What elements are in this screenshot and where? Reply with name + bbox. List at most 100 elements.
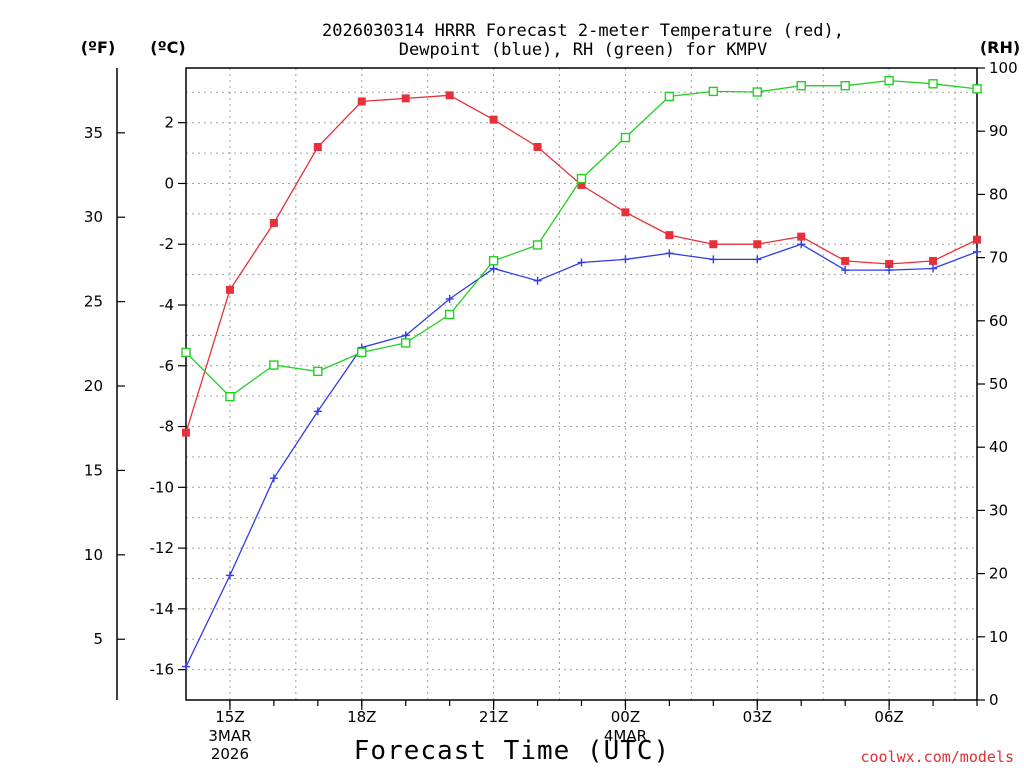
rh-tick-label: 0 [989,691,999,709]
temperature-point [489,115,498,124]
rh-point [708,86,719,97]
dewpoint-point [313,407,322,416]
dewpoint-line [185,243,978,667]
x-tick-label: 18Z [347,708,376,726]
dewpoint-point [489,264,498,273]
rh-point [357,347,367,358]
rh-line [185,79,978,398]
fahrenheit-tick-label: 10 [84,546,103,564]
rh-point [576,173,587,184]
dewpoint-point [929,264,938,273]
rh-point [313,366,323,377]
celsius-tick-label: -8 [159,418,174,436]
rh-point [444,309,455,320]
temperature-point [973,235,981,244]
temperature-point [445,91,454,100]
celsius-unit-label: (ºC) [150,38,185,57]
dewpoint-point [533,276,542,285]
rh-point [401,338,411,348]
rh-unit-label: (RH) [980,38,1020,57]
dewpoint-point [797,240,806,249]
dewpoint-point [445,294,454,303]
fahrenheit-tick-label: 15 [84,461,103,479]
temperature-point [225,285,234,294]
series-layer [181,75,982,671]
fahrenheit-tick-label: 30 [84,208,103,226]
rh-point [269,360,279,370]
x-tick-sublabel: 3MAR [208,727,251,745]
celsius-tick-label: -2 [159,235,174,253]
dewpoint-point [841,266,850,275]
dewpoint-point [885,266,894,275]
celsius-tick-label: -16 [150,661,175,679]
rh-tick-label: 30 [989,501,1008,519]
x-tick-label: 15Z [215,708,244,726]
chart-title-line-2: Dewpoint (blue), RH (green) for KMPV [399,40,767,60]
x-tick-label: 06Z [874,708,903,726]
dewpoint-point [182,662,190,671]
dewpoint-point [225,571,234,580]
temperature-point [665,231,674,240]
x-tick-label: 21Z [479,708,508,726]
dewpoint-point [577,258,586,267]
dewpoint-point [401,331,410,340]
credit-text: coolwx.com/models [860,748,1014,766]
rh-point [181,347,191,358]
axes: -16-14-12-10-8-6-4-202510152025303501020… [84,59,1018,763]
temperature-point [621,208,630,217]
rh-tick-label: 60 [989,312,1008,330]
temperature-point [401,94,410,103]
rh-point [532,240,543,250]
temperature-point [841,256,850,265]
fahrenheit-tick-label: 5 [93,630,103,648]
fahrenheit-tick-label: 25 [84,293,103,311]
fahrenheit-tick-label: 20 [84,377,103,395]
dewpoint-point [621,255,630,264]
temperature-point [885,259,894,268]
x-tick-sublabel: 4MAR [604,727,647,745]
rh-tick-label: 80 [989,185,1008,203]
rh-tick-label: 10 [989,628,1008,646]
rh-tick-label: 20 [989,565,1008,583]
temperature-point [269,218,278,227]
temperature-point [797,232,806,241]
rh-tick-label: 40 [989,438,1008,456]
rh-point [664,91,675,102]
rh-tick-label: 50 [989,375,1008,393]
celsius-tick-label: 2 [164,114,174,132]
celsius-tick-label: 0 [164,174,174,192]
celsius-tick-label: -4 [159,296,174,314]
x-tick-label: 03Z [743,708,772,726]
temperature-point [753,240,762,249]
temperature-point [533,143,542,151]
x-tick-sublabel: 2026 [211,745,249,763]
rh-point [840,80,850,91]
celsius-tick-label: -12 [150,539,175,557]
rh-point [884,75,894,86]
rh-point [225,391,235,402]
x-tick-label: 00Z [611,708,640,726]
temperature-point [313,143,322,151]
rh-tick-label: 70 [989,249,1008,267]
celsius-tick-label: -14 [150,600,175,618]
rh-point [488,256,499,266]
fahrenheit-unit-label: (ºF) [81,38,116,57]
dewpoint-point [665,249,674,258]
temperature-point [929,256,938,265]
chart-title-line-1: 2026030314 HRRR Forecast 2-meter Tempera… [322,21,844,41]
fahrenheit-tick-label: 35 [84,124,103,142]
celsius-tick-label: -10 [150,478,175,496]
dewpoint-point [753,255,762,264]
rh-point [752,87,762,97]
celsius-tick-label: -6 [159,357,174,375]
temperature-point [709,240,718,249]
temperature-point [357,97,366,106]
rh-tick-label: 100 [989,59,1018,77]
dewpoint-point [973,247,981,256]
temperature-point [577,180,586,189]
grid-lines [186,68,977,700]
rh-point [796,80,806,91]
temperature-point [182,428,190,437]
rh-tick-label: 90 [989,122,1008,140]
